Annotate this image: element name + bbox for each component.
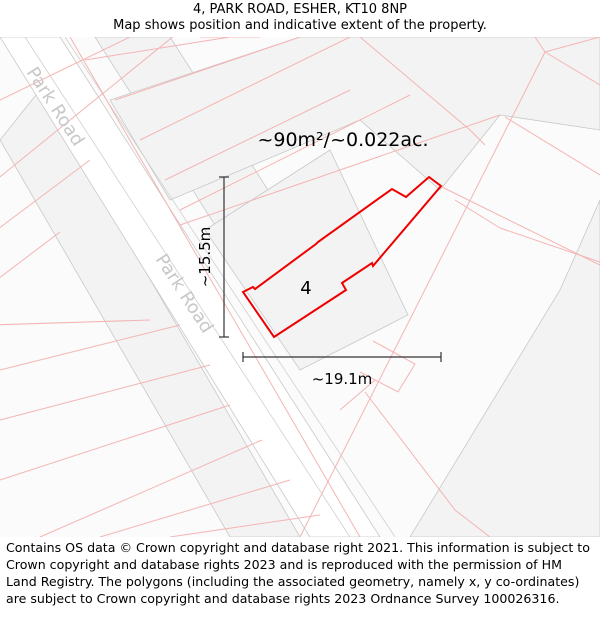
height-measure-label: ~15.5m bbox=[196, 227, 214, 288]
buildings-east bbox=[109, 37, 600, 537]
property-boundary[interactable] bbox=[241, 175, 443, 339]
copyright-attribution: Contains OS data © Crown copyright and d… bbox=[6, 540, 590, 606]
width-measurement bbox=[242, 352, 442, 362]
park-road bbox=[0, 37, 381, 537]
area-label: ~90m²/~0.022ac. bbox=[257, 129, 428, 151]
map-subtitle: Map shows position and indicative extent… bbox=[113, 18, 487, 33]
height-measurement bbox=[219, 176, 229, 338]
map-canvas[interactable]: Park Road Park Road 4 ~90m²/~0.022ac. ~1… bbox=[0, 37, 600, 537]
width-measure-label: ~19.1m bbox=[312, 370, 373, 388]
plot-number-label: 4 bbox=[300, 278, 311, 299]
parcel-lines bbox=[0, 37, 600, 537]
header: 4, PARK ROAD, ESHER, KT10 8NP Map shows … bbox=[0, 0, 600, 37]
map-svg: Park Road Park Road 4 ~90m²/~0.022ac. ~1… bbox=[0, 37, 600, 537]
property-address-title: 4, PARK ROAD, ESHER, KT10 8NP bbox=[192, 2, 408, 17]
